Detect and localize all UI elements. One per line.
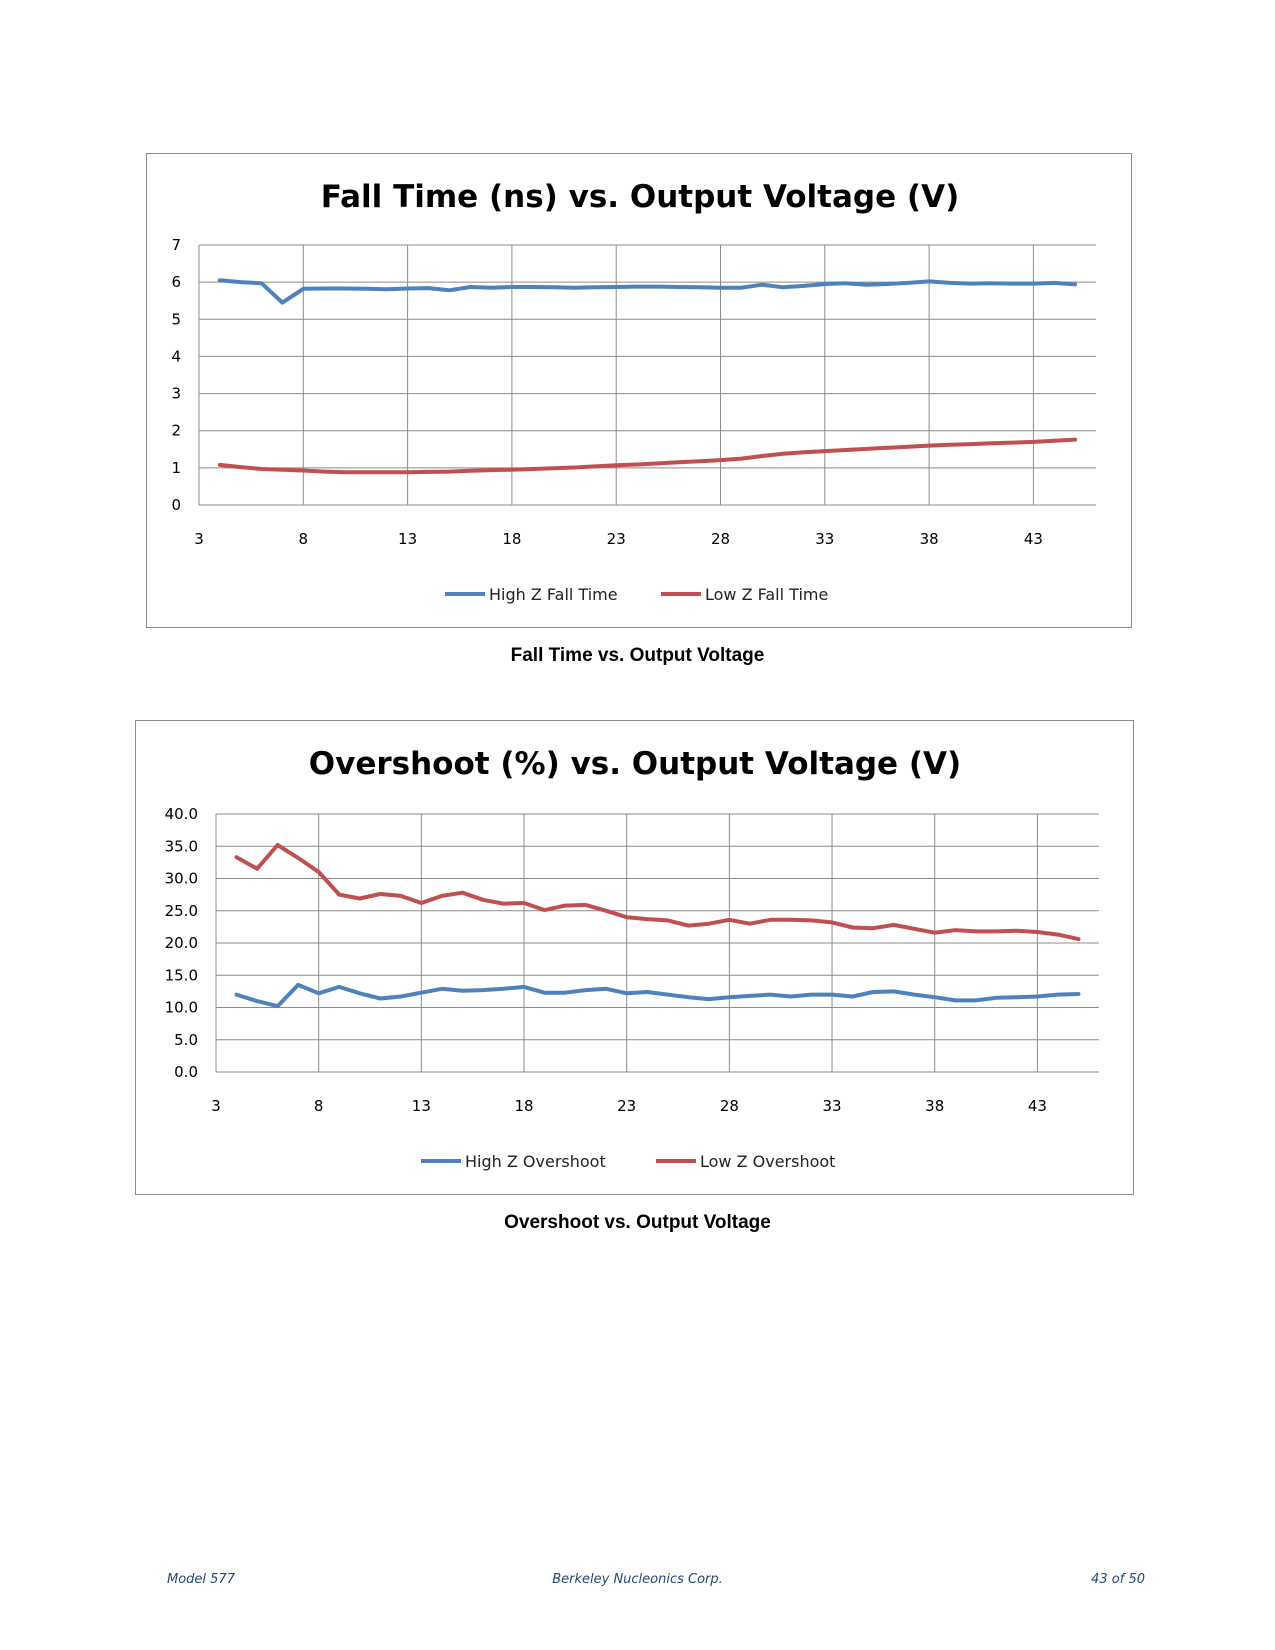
- footer-model: Model 577: [167, 1572, 235, 1587]
- y-tick-label: 20.0: [165, 934, 198, 952]
- overshoot-chart: Overshoot (%) vs. Output Voltage (V) 0.0…: [135, 720, 1134, 1195]
- y-tick-label: 6: [171, 273, 181, 291]
- series-line: [217, 278, 1078, 305]
- x-tick-label: 23: [617, 1097, 636, 1115]
- x-tick-label: 13: [398, 530, 417, 548]
- x-tick-label: 28: [711, 530, 730, 548]
- legend-label: High Z Overshoot: [465, 1152, 606, 1171]
- y-tick-label: 25.0: [165, 902, 198, 920]
- y-tick-label: 7: [171, 236, 181, 254]
- x-tick-label: 3: [194, 530, 204, 548]
- x-tick-label: 43: [1028, 1097, 1047, 1115]
- x-tick-label: 23: [607, 530, 626, 548]
- y-tick-label: 1: [171, 459, 181, 477]
- series-line: [234, 843, 1081, 942]
- x-tick-label: 8: [314, 1097, 324, 1115]
- y-tick-label: 40.0: [165, 805, 198, 823]
- fall-time-chart: Fall Time (ns) vs. Output Voltage (V) 0 1…: [146, 153, 1132, 628]
- x-tick-label: 43: [1024, 530, 1043, 548]
- y-tick-label: 35.0: [165, 837, 198, 855]
- y-tick-label: 0.0: [174, 1063, 198, 1081]
- overshoot-chart-svg: Overshoot (%) vs. Output Voltage (V) 0.0…: [165, 746, 1099, 1171]
- legend-label: High Z Fall Time: [489, 585, 618, 604]
- x-tick-label: 13: [412, 1097, 431, 1115]
- x-tick-label: 8: [299, 530, 309, 548]
- x-tick-label: 18: [502, 530, 521, 548]
- legend-label: Low Z Overshoot: [700, 1152, 835, 1171]
- x-tick-label: 28: [720, 1097, 739, 1115]
- x-tick-label: 33: [822, 1097, 841, 1115]
- x-tick-label: 3: [211, 1097, 221, 1115]
- y-tick-label: 5.0: [174, 1031, 198, 1049]
- y-tick-label: 3: [171, 385, 181, 403]
- y-tick-label: 10.0: [165, 999, 198, 1017]
- y-tick-label: 2: [171, 422, 181, 440]
- y-tick-label: 15.0: [165, 966, 198, 984]
- footer-company: Berkeley Nucleonics Corp.: [552, 1572, 723, 1587]
- legend: High Z Fall Time Low Z Fall Time: [445, 585, 828, 604]
- legend-label: Low Z Fall Time: [705, 585, 828, 604]
- series-line: [234, 982, 1081, 1009]
- y-tick-label: 5: [171, 310, 181, 328]
- figure-caption: Fall Time vs. Output Voltage: [510, 645, 765, 666]
- figure-caption: Overshoot vs. Output Voltage: [504, 1212, 771, 1233]
- chart-title: Fall Time (ns) vs. Output Voltage (V): [321, 179, 960, 215]
- y-tick-label: 30.0: [165, 870, 198, 888]
- x-tick-label: 38: [925, 1097, 944, 1115]
- fall-time-chart-svg: Fall Time (ns) vs. Output Voltage (V) 0 1…: [171, 179, 1096, 604]
- x-tick-label: 38: [920, 530, 939, 548]
- legend: High Z Overshoot Low Z Overshoot: [421, 1152, 835, 1171]
- series-line: [217, 437, 1078, 475]
- footer-page-number: 43 of 50: [1091, 1572, 1145, 1587]
- x-tick-label: 18: [514, 1097, 533, 1115]
- x-tick-label: 33: [815, 530, 834, 548]
- chart-title: Overshoot (%) vs. Output Voltage (V): [309, 746, 961, 782]
- y-tick-label: 4: [171, 347, 181, 365]
- y-tick-label: 0: [171, 496, 181, 514]
